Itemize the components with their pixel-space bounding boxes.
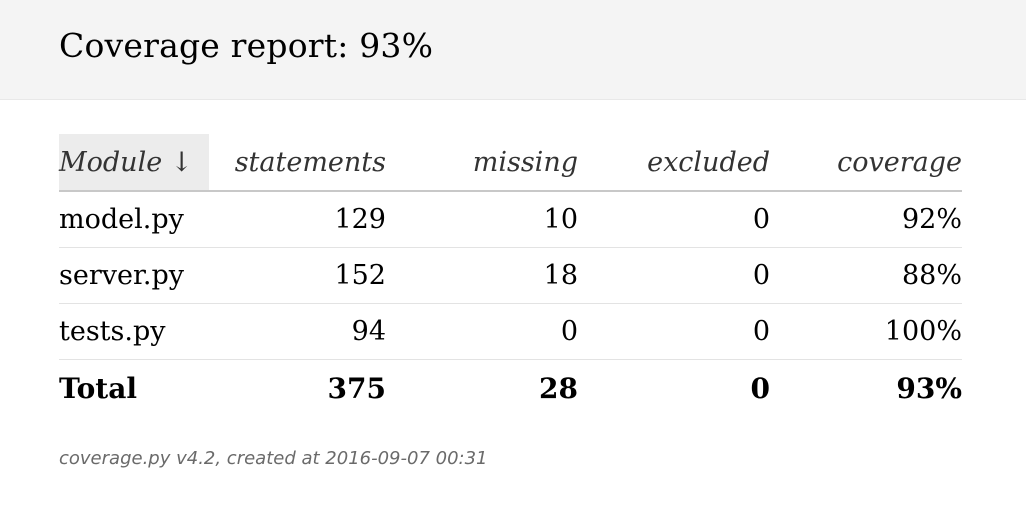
generator-info: coverage.py v4.2, created at 2016-09-07 … [59,448,488,469]
table-row: model.py 129 10 0 92% [59,191,962,248]
coverage-cell: 88% [770,247,962,304]
statements-cell: 94 [209,303,386,360]
statements-cell: 129 [209,191,386,248]
total-row: Total 375 28 0 93% [59,360,962,417]
sort-descending-icon: ↓ [170,146,193,178]
column-header-coverage[interactable]: coverage [770,134,962,192]
total-missing: 28 [539,371,578,405]
total-coverage: 93% [896,371,962,405]
missing-cell: 18 [386,247,578,304]
coverage-cell: 92% [770,191,962,248]
table-row: tests.py 94 0 0 100% [59,303,962,360]
column-header-module-label: Module [59,146,163,178]
column-header-module[interactable]: Module ↓ [59,134,209,192]
statements-cell: 152 [209,247,386,304]
column-header-excluded[interactable]: excluded [578,134,770,192]
table-row: server.py 152 18 0 88% [59,247,962,304]
module-name-link[interactable]: server.py [59,247,209,304]
total-statements: 375 [327,371,386,405]
missing-cell: 0 [386,303,578,360]
coverage-table: Module ↓ statements missing excluded cove… [59,134,962,416]
report-content: Module ↓ statements missing excluded cove… [59,134,962,416]
excluded-cell: 0 [578,191,770,248]
report-header: Coverage report: 93% [0,0,1026,100]
module-name-link[interactable]: model.py [59,191,209,248]
total-excluded: 0 [750,371,770,405]
column-header-statements[interactable]: statements [209,134,386,192]
page-title: Coverage report: 93% [59,26,434,65]
column-header-missing[interactable]: missing [386,134,578,192]
excluded-cell: 0 [578,247,770,304]
missing-cell: 10 [386,191,578,248]
coverage-cell: 100% [770,303,962,360]
excluded-cell: 0 [578,303,770,360]
table-header-row: Module ↓ statements missing excluded cove… [59,134,962,192]
footer-note: coverage.py v4.2, created at 2016-09-07 … [59,448,488,469]
module-name-link[interactable]: tests.py [59,303,209,360]
total-label: Total [59,371,138,405]
